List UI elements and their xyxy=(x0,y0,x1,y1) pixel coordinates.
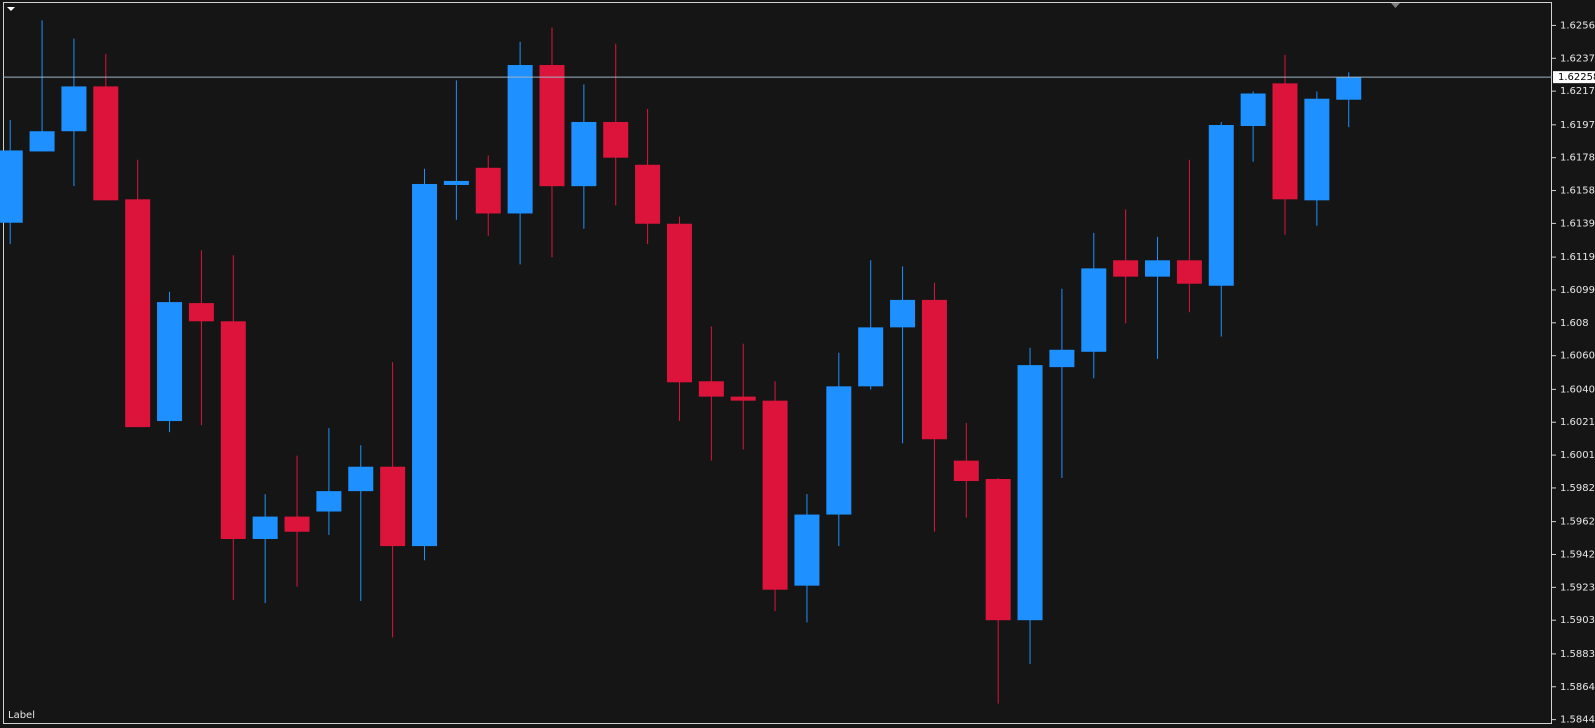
current-price-label: 1.62258 xyxy=(1558,72,1595,83)
y-tick-label: 1.6178 xyxy=(1560,153,1595,164)
plot-frame xyxy=(3,2,1552,724)
candle-body xyxy=(188,303,214,322)
candle-body xyxy=(380,466,406,547)
y-tick-label: 1.61975 xyxy=(1560,120,1595,131)
candle-body xyxy=(29,131,55,152)
current-price-box xyxy=(1553,71,1595,84)
candle-body xyxy=(921,299,947,440)
y-tick-label: 1.59425 xyxy=(1560,549,1595,560)
candle-body xyxy=(1272,83,1298,200)
candle-body xyxy=(1049,349,1075,368)
y-tick-label: 1.62175 xyxy=(1560,86,1595,97)
candle-body xyxy=(316,491,342,512)
candle-body xyxy=(348,466,374,492)
y-tick-label: 1.6237 xyxy=(1560,53,1595,64)
y-tick-label: 1.6139 xyxy=(1560,218,1595,229)
candle-body xyxy=(698,381,724,397)
candle-body xyxy=(603,121,629,158)
y-tick-label: 1.60995 xyxy=(1560,285,1595,296)
menu-arrow[interactable] xyxy=(7,7,15,11)
y-tick-label: 1.58835 xyxy=(1560,649,1595,660)
candle-body xyxy=(157,302,183,422)
candle-body xyxy=(1240,93,1266,127)
y-tick-label: 1.60605 xyxy=(1560,351,1595,362)
candle-body xyxy=(252,516,278,539)
candle-body xyxy=(284,516,310,532)
candle-body xyxy=(953,460,979,482)
candle-body xyxy=(890,299,916,328)
y-tick-label: 1.58445 xyxy=(1560,715,1595,726)
candle-body xyxy=(858,327,884,387)
candle-body xyxy=(985,479,1011,621)
candle-body xyxy=(826,386,852,515)
y-tick-label: 1.6119 xyxy=(1560,252,1595,263)
candle-body xyxy=(507,65,533,214)
candle-body xyxy=(571,121,597,187)
y-tick-label: 1.60015 xyxy=(1560,450,1595,461)
y-tick-label: 1.608 xyxy=(1560,318,1589,329)
y-tick-label: 1.5923 xyxy=(1560,582,1595,593)
candle-body xyxy=(0,150,23,223)
shift-marker xyxy=(1391,3,1400,8)
candle-body xyxy=(1336,77,1362,100)
candle-body xyxy=(1145,260,1171,277)
candle-body xyxy=(1304,98,1330,201)
candle-body xyxy=(125,199,151,428)
candle-body xyxy=(61,86,87,132)
y-tick-label: 1.61585 xyxy=(1560,186,1595,197)
y-tick-label: 1.5864 xyxy=(1560,682,1595,693)
candle-body xyxy=(443,180,469,185)
y-tick-label: 1.6021 xyxy=(1560,417,1595,428)
candle-body xyxy=(635,164,661,224)
candle-body xyxy=(1208,125,1234,286)
y-tick-label: 1.62565 xyxy=(1560,20,1595,31)
candle-body xyxy=(93,86,119,201)
candle-body xyxy=(1081,268,1107,352)
candle-body xyxy=(539,65,565,187)
y-tick-label: 1.5982 xyxy=(1560,483,1595,494)
candle-body xyxy=(1176,260,1202,284)
candle-body xyxy=(220,321,246,539)
candle-body xyxy=(412,183,438,547)
candle-body xyxy=(1017,365,1043,621)
candle-body xyxy=(666,223,692,383)
candle-body xyxy=(475,167,501,214)
y-tick-label: 1.59035 xyxy=(1560,615,1595,626)
y-tick-label: 1.5962 xyxy=(1560,517,1595,528)
candle-body xyxy=(794,514,820,586)
candle-body xyxy=(762,400,788,590)
candle-body xyxy=(1113,260,1139,277)
y-tick-label: 1.60405 xyxy=(1560,384,1595,395)
candle-body xyxy=(730,396,756,401)
chart-label: Label xyxy=(8,710,35,721)
